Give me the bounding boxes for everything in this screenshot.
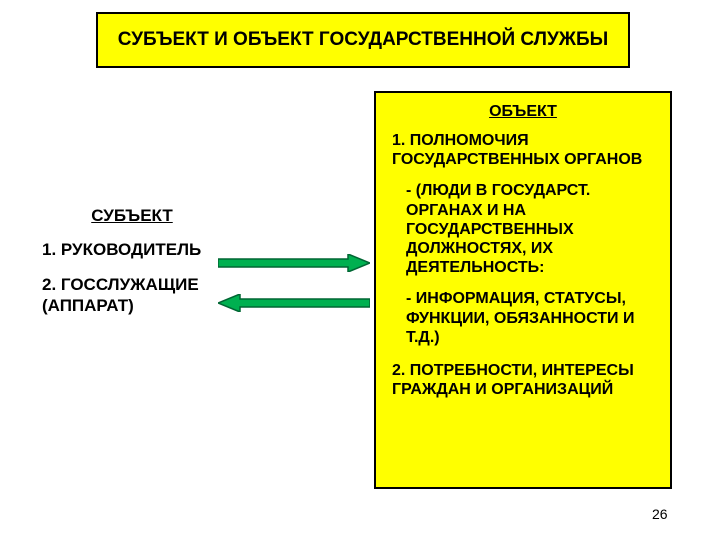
subject-block: СУБЪЕКТ 1. РУКОВОДИТЕЛЬ 2. ГОССЛУЖАЩИЕ (… <box>42 206 222 317</box>
object-title: ОБЪЕКТ <box>388 103 658 121</box>
arrow-right <box>218 254 370 272</box>
arrow-left <box>218 294 370 312</box>
object-sub-1: - (ЛЮДИ В ГОСУДАРСТ. ОРГАНАХ И НА ГОСУДА… <box>406 181 658 277</box>
title-text: СУБЪЕКТ И ОБЪЕКТ ГОСУДАРСТВЕННОЙ СЛУЖБЫ <box>118 28 608 52</box>
subject-item-2: 2. ГОССЛУЖАЩИЕ (АППАРАТ) <box>42 274 222 317</box>
object-sub-2: - ИНФОРМАЦИЯ, СТАТУСЫ, ФУНКЦИИ, ОБЯЗАННО… <box>406 289 658 347</box>
object-item-2: 2. ПОТРЕБНОСТИ, ИНТЕРЕСЫ ГРАЖДАН И ОРГАН… <box>392 361 658 399</box>
subject-title: СУБЪЕКТ <box>42 206 222 226</box>
arrow-left-shape <box>218 294 370 312</box>
title-box: СУБЪЕКТ И ОБЪЕКТ ГОСУДАРСТВЕННОЙ СЛУЖБЫ <box>96 12 630 68</box>
subject-item-1: 1. РУКОВОДИТЕЛЬ <box>42 240 222 260</box>
object-item-1: 1. ПОЛНОМОЧИЯ ГОСУДАРСТВЕННЫХ ОРГАНОВ <box>392 131 658 169</box>
object-block: ОБЪЕКТ 1. ПОЛНОМОЧИЯ ГОСУДАРСТВЕННЫХ ОРГ… <box>374 91 672 489</box>
arrow-right-shape <box>218 254 370 272</box>
page-number: 26 <box>652 506 668 522</box>
